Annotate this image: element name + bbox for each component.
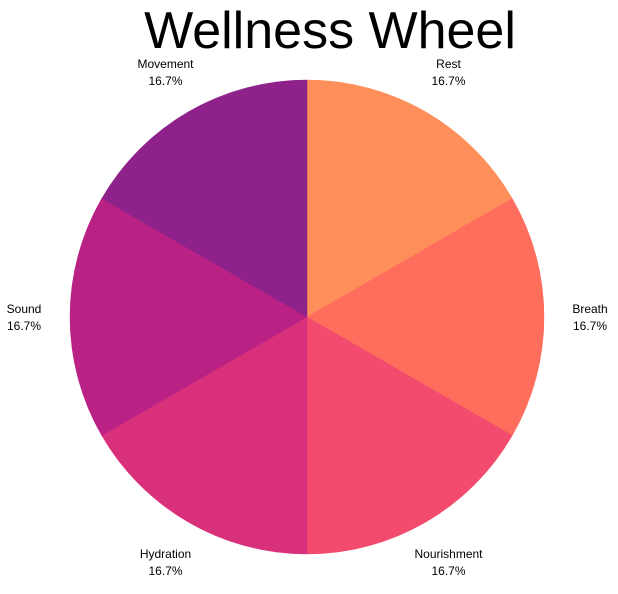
slice-label-sound: Sound 16.7%	[7, 302, 42, 333]
slice-category-label: Nourishment	[414, 547, 483, 561]
slice-label-breath: Breath 16.7%	[572, 302, 607, 333]
slice-category-label: Sound	[7, 302, 42, 316]
slice-label-rest: Rest 16.7%	[431, 57, 465, 88]
slice-label-nourishment: Nourishment 16.7%	[414, 547, 483, 578]
slice-percent-label: 16.7%	[148, 564, 182, 578]
slice-percent-label: 16.7%	[7, 319, 41, 333]
slice-percent-label: 16.7%	[431, 564, 465, 578]
chart-title: Wellness Wheel	[144, 2, 516, 60]
slice-label-movement: Movement 16.7%	[137, 57, 194, 88]
slice-labels: Rest 16.7%Breath 16.7%Nourishment 16.7%Hydr…	[7, 57, 608, 578]
slice-category-label: Rest	[436, 57, 461, 71]
slice-percent-label: 16.7%	[573, 319, 607, 333]
pie-slices	[69, 79, 545, 555]
slice-label-hydration: Hydration 16.7%	[140, 547, 191, 578]
pie-slice-breath	[306, 198, 545, 436]
slice-category-label: Breath	[572, 302, 607, 316]
pie-slice-movement	[101, 79, 308, 318]
slice-percent-label: 16.7%	[431, 74, 465, 88]
pie-slice-nourishment	[306, 316, 513, 555]
slice-percent-label: 16.7%	[148, 74, 182, 88]
slice-category-label: Movement	[137, 57, 194, 71]
pie-slice-sound	[69, 198, 308, 436]
slice-category-label: Hydration	[140, 547, 191, 561]
pie-slice-rest	[306, 79, 513, 318]
pie-slice-hydration	[101, 316, 308, 555]
